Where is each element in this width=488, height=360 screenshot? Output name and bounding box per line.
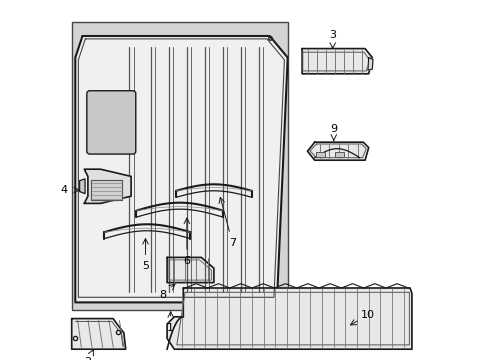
Bar <box>334 152 343 157</box>
Text: 9: 9 <box>329 123 337 134</box>
Polygon shape <box>75 36 287 302</box>
Polygon shape <box>91 180 122 200</box>
Polygon shape <box>80 179 85 194</box>
Text: 4: 4 <box>61 185 68 195</box>
Polygon shape <box>167 257 213 283</box>
FancyBboxPatch shape <box>87 91 136 154</box>
Text: 10: 10 <box>360 310 374 320</box>
Text: 6: 6 <box>183 256 190 266</box>
Polygon shape <box>367 58 372 70</box>
Polygon shape <box>84 169 131 203</box>
Text: 3: 3 <box>328 30 336 40</box>
Text: 2: 2 <box>84 356 91 360</box>
Bar <box>316 152 325 157</box>
Polygon shape <box>307 142 368 160</box>
Text: 7: 7 <box>228 238 236 248</box>
Polygon shape <box>72 319 125 349</box>
Polygon shape <box>302 49 371 74</box>
Text: 8: 8 <box>159 290 166 300</box>
Polygon shape <box>167 288 411 349</box>
Bar <box>72 22 287 310</box>
Text: 5: 5 <box>142 261 149 271</box>
Text: 1: 1 <box>167 323 174 333</box>
